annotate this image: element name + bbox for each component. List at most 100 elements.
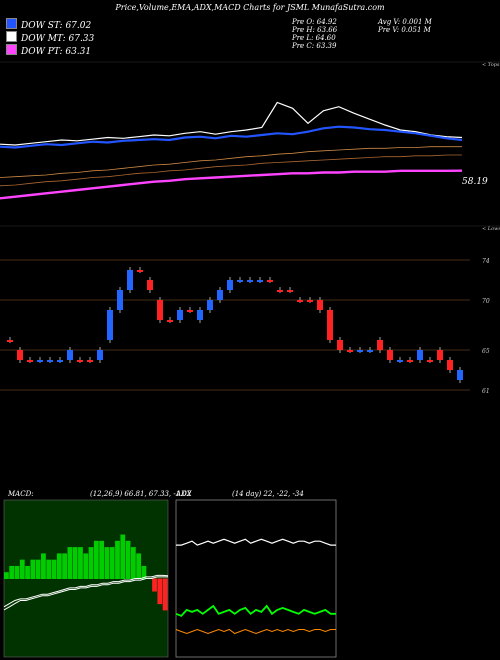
candle-body [457,370,463,380]
macd-histogram-bar [46,559,52,579]
macd-histogram-bar [72,547,78,579]
candle-body [17,350,23,360]
candle-body [127,270,133,290]
candle-body [317,300,323,310]
stat-high: Pre H: 63.66 [292,26,338,34]
macd-histogram-bar [115,540,120,579]
candle-body [7,340,13,342]
macd-histogram-bar [141,565,147,579]
macd-histogram-bar [41,553,46,579]
ema-trend-line-2 [0,154,462,187]
candle-body [247,280,253,282]
macd-histogram-bar [51,559,57,579]
candle-body [107,310,113,340]
candle-body [327,310,333,340]
candle-body [97,350,103,360]
legend-label: DOW PT: 63.31 [21,47,92,57]
candle-body [237,280,243,282]
candle-body [347,350,353,352]
legend-swatch [6,44,17,55]
macd-histogram-bar [78,547,83,579]
macd-histogram-bar [62,553,67,579]
candle-body [47,360,53,362]
macd-histogram-bar [14,565,20,579]
macd-histogram-bar [104,547,110,579]
macd-histogram-bar [136,553,142,579]
candle-body [377,340,383,350]
macd-line [3,574,169,608]
macd-signal-line [3,576,168,611]
stat-prev-volume: Pre V: 0.051 M [378,26,431,34]
candle-body [87,360,93,362]
candle-body [447,360,453,370]
candle-body [217,290,223,300]
candle-body [337,340,343,350]
dow-pt-line [0,169,463,200]
legend-label: DOW ST: 67.02 [21,21,92,31]
macd-title: MACD: [7,490,34,498]
macd-histogram-bar [93,540,99,579]
candle-body [37,360,43,362]
stat-close: Pre C: 63.39 [292,42,337,50]
candle-body [227,280,233,290]
lows-label: < Lows [482,226,500,232]
candle-body [157,300,163,320]
candle-body [27,360,33,362]
candle-body [287,290,293,292]
macd-histogram-bar [130,547,136,579]
adx-panel [175,499,337,658]
macd-histogram-bar [125,540,131,579]
macd-histogram-bar [99,540,105,579]
macd-histogram-bar [152,578,157,592]
macd-histogram-bar [56,553,62,579]
candle-body [257,280,263,282]
legend-dow-st: DOW ST: 67.02 [6,18,91,31]
candle-body [267,280,273,282]
dow-mt-line [0,101,463,146]
ema-trend-line-1 [0,146,462,178]
candle-body [197,310,203,320]
macd-values: (12,26,9) 66.81, 67.33, -1.02 [90,490,192,498]
legend-swatch [6,18,17,29]
candle-body [187,310,193,312]
stat-avg-volume: Avg V: 0.001 M [378,18,432,26]
price-tick-label: 70 [482,298,490,305]
tops-label: < Tops [482,62,500,68]
macd-histogram-bar [120,534,126,579]
price-tick-label: 74 [482,258,490,265]
candle-body [57,360,63,362]
candle-body [67,350,73,360]
minus-di-line [175,628,336,635]
page-title: Price,Volume,EMA,ADX,MACD Charts for JSM… [115,3,385,12]
legend-label: DOW MT: 67.33 [21,34,95,44]
candle-body [77,360,83,362]
candle-body [147,280,153,290]
macd-histogram-bar [67,547,73,579]
candle-body [387,350,393,360]
candle-body [407,360,413,362]
candle-body [357,350,363,352]
macd-histogram-bar [35,559,41,579]
candle-body [437,350,443,360]
macd-histogram-bar [83,553,89,579]
adx-values: (14 day) 22, -22, -34 [232,490,304,498]
macd-histogram-bar [157,578,163,605]
candle-body [177,310,183,320]
candle-body [417,350,423,360]
macd-histogram-bar [19,559,25,579]
macd-histogram-bar [162,578,168,611]
macd-histogram-bar [25,565,30,579]
dow-st-line [0,125,463,149]
legend-dow-mt: DOW MT: 67.33 [6,31,94,44]
candle-body [397,360,403,362]
candle-body [137,270,143,272]
plus-di-line [175,604,336,617]
macd-histogram-bar [4,572,9,579]
candle-body [297,300,303,302]
candle-body [277,290,283,292]
adx-title: ADX [175,490,193,498]
candle-body [117,290,123,310]
candle-body [367,350,373,352]
